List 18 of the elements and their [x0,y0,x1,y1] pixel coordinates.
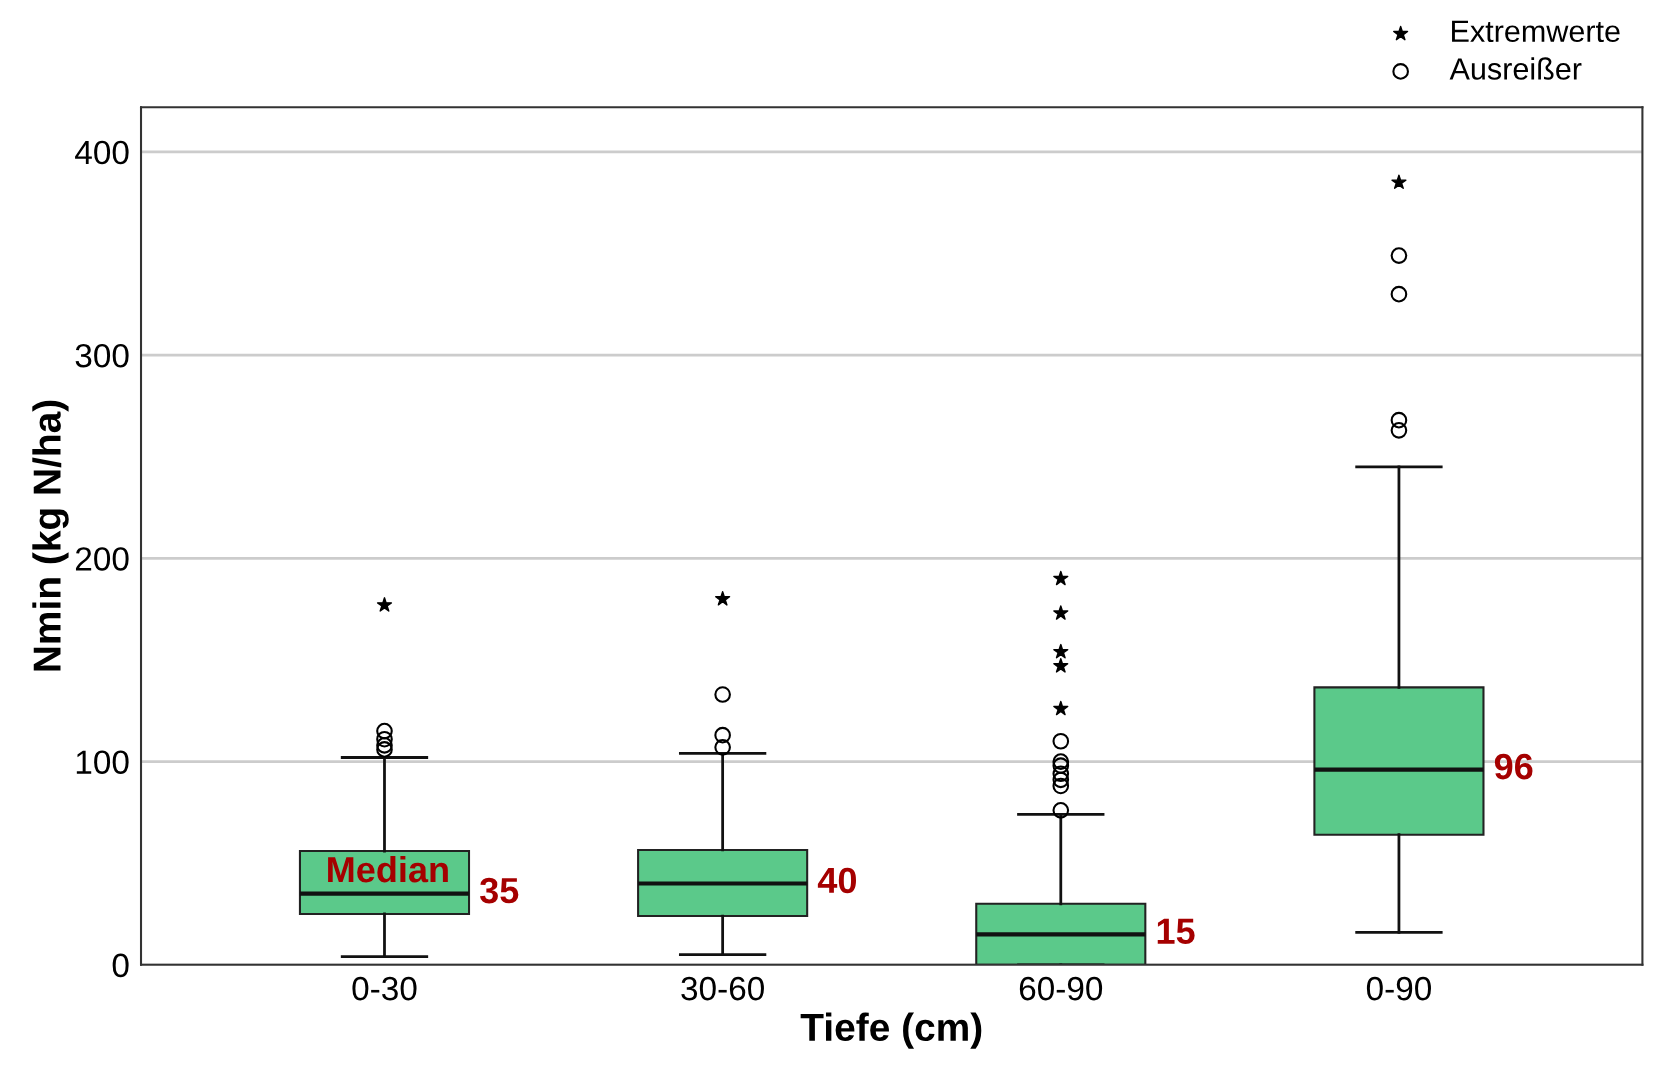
x-tick-label: 0-30 [352,976,417,1001]
x-axis-title: Tiefe (cm) [800,1012,982,1049]
y-tick-label: 400 [75,140,129,165]
y-tick-label: 300 [75,343,129,368]
annotation: Median [328,855,448,883]
x-tick-label: 60-90 [1019,976,1103,1001]
x-tick-label: 30-60 [681,976,764,1001]
annotation: 96 [1494,753,1533,780]
y-axis-title: Nmin (kg N/ha) [32,400,69,671]
annotation: 15 [1157,918,1195,945]
y-tick-label: 200 [75,547,129,571]
annotation: 35 [480,877,519,904]
y-tick-label: 100 [76,750,129,774]
legend-label: Ausreißer [1449,57,1582,80]
legend-label: Extremwerte [1452,20,1620,43]
annotation: 40 [817,867,857,894]
y-tick-label: 0 [112,953,129,978]
x-tick-label: 0-90 [1366,976,1431,1001]
